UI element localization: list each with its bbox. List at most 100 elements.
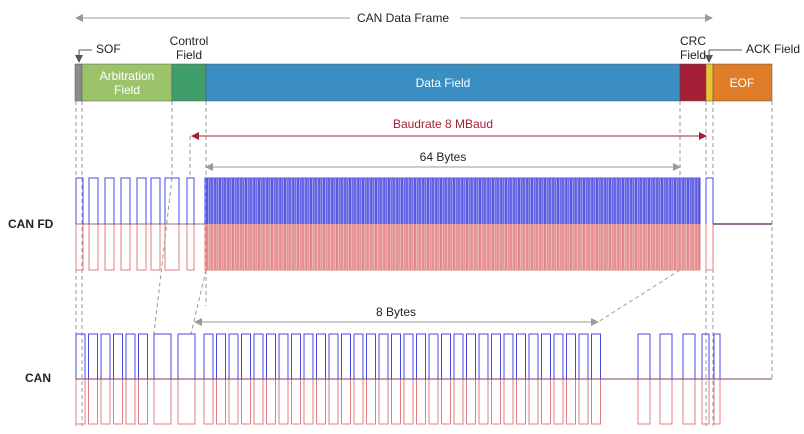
can-bit-high-1 bbox=[88, 333, 98, 379]
guide-slant-4 bbox=[597, 269, 681, 323]
data-segment bbox=[205, 63, 681, 102]
fd-bytes-span: 64 Bytes bbox=[205, 150, 681, 171]
fd-bit-high-4 bbox=[136, 177, 147, 224]
can-bit-low-22 bbox=[378, 379, 389, 425]
can-bit-low-39 bbox=[591, 379, 601, 425]
can-bit-high-27 bbox=[441, 333, 451, 379]
fd-bit-high-5 bbox=[150, 177, 161, 224]
can-bit-low-36 bbox=[553, 379, 564, 425]
can-bit-high-25 bbox=[416, 333, 426, 379]
guide-slant-3 bbox=[190, 269, 207, 335]
fd-ack-low bbox=[705, 224, 714, 271]
can-bit-low-10 bbox=[228, 379, 239, 425]
fd-bit-low-5 bbox=[150, 224, 161, 271]
can-bit-high-21 bbox=[366, 333, 376, 379]
fd-bit-high-6 bbox=[164, 177, 180, 224]
can-bit-high-41 bbox=[659, 333, 673, 379]
can-bit-low-23 bbox=[391, 379, 401, 425]
fd-bit-high-1 bbox=[88, 177, 99, 224]
can-bit-high-8 bbox=[203, 333, 214, 379]
can-bit-high-15 bbox=[291, 333, 301, 379]
control-label-line2: Field bbox=[176, 48, 202, 62]
fd-bit-high-7 bbox=[186, 177, 195, 224]
can-bit-high-16 bbox=[303, 333, 314, 379]
can-bit-high-26 bbox=[428, 333, 439, 379]
data-field-label: Data Field bbox=[416, 76, 471, 90]
can-bit-low-5 bbox=[138, 379, 148, 425]
can-bytes-span: 8 Bytes bbox=[194, 305, 599, 326]
fd-bit-high-2 bbox=[104, 177, 115, 224]
can-bit-low-15 bbox=[291, 379, 301, 425]
can-bit-high-35 bbox=[541, 333, 551, 379]
can-bit-low-7 bbox=[177, 379, 196, 425]
frame-title: CAN Data Frame bbox=[357, 11, 449, 25]
fd-bit-low-3 bbox=[120, 224, 131, 271]
can-bit-high-9 bbox=[216, 333, 226, 379]
can-bit-low-38 bbox=[578, 379, 589, 425]
arbitration-segment bbox=[81, 63, 173, 102]
can-bit-high-2 bbox=[100, 333, 111, 379]
can-bit-high-11 bbox=[241, 333, 251, 379]
can-bit-low-21 bbox=[366, 379, 376, 425]
arbitration-label-line2: Field bbox=[114, 83, 140, 97]
can-waveform bbox=[75, 333, 772, 425]
can-bit-high-12 bbox=[253, 333, 264, 379]
crc-label-line1: CRC bbox=[680, 34, 706, 48]
can-bit-high-36 bbox=[553, 333, 564, 379]
can-bit-high-33 bbox=[516, 333, 526, 379]
can-bit-high-43 bbox=[701, 333, 710, 379]
can-bit-low-32 bbox=[503, 379, 514, 425]
can-bit-low-6 bbox=[153, 379, 172, 425]
can-bit-low-40 bbox=[637, 379, 651, 425]
can-bit-low-42 bbox=[682, 379, 696, 425]
can-bit-high-30 bbox=[478, 333, 489, 379]
crc-label-line2: Field bbox=[680, 48, 706, 62]
can-bit-high-32 bbox=[503, 333, 514, 379]
field-bar: Arbitration Field Data Field EOF SOF Con… bbox=[74, 34, 800, 102]
can-bit-low-27 bbox=[441, 379, 451, 425]
can-bit-low-26 bbox=[428, 379, 439, 425]
canfd-waveform bbox=[75, 177, 772, 271]
can-bit-high-39 bbox=[591, 333, 601, 379]
can-bit-low-25 bbox=[416, 379, 426, 425]
can-bit-high-29 bbox=[466, 333, 476, 379]
can-bit-high-28 bbox=[453, 333, 464, 379]
control-label-line1: Control bbox=[170, 34, 209, 48]
can-bit-high-44 bbox=[713, 333, 721, 379]
can-bit-high-20 bbox=[353, 333, 364, 379]
can-bit-low-12 bbox=[253, 379, 264, 425]
can-bit-low-11 bbox=[241, 379, 251, 425]
can-bit-high-40 bbox=[637, 333, 651, 379]
can-bit-high-4 bbox=[125, 333, 136, 379]
can-bit-high-7 bbox=[177, 333, 196, 379]
can-bit-low-33 bbox=[516, 379, 526, 425]
can-bit-low-1 bbox=[88, 379, 98, 425]
fd-bit-low-6 bbox=[164, 224, 180, 271]
eof-segment bbox=[712, 63, 773, 102]
can-bit-high-10 bbox=[228, 333, 239, 379]
can-bit-low-17 bbox=[316, 379, 326, 425]
can-bit-high-13 bbox=[266, 333, 276, 379]
frame-span: CAN Data Frame bbox=[75, 9, 713, 27]
can-bit-high-34 bbox=[528, 333, 539, 379]
fd-bit-high-0 bbox=[75, 177, 84, 224]
can-bit-low-13 bbox=[266, 379, 276, 425]
can-bit-high-18 bbox=[328, 333, 339, 379]
fd-bit-low-7 bbox=[186, 224, 195, 271]
can-bit-low-20 bbox=[353, 379, 364, 425]
can-bit-low-31 bbox=[491, 379, 501, 425]
can-bit-low-37 bbox=[566, 379, 576, 425]
sof-label: SOF bbox=[96, 42, 121, 56]
can-bit-low-14 bbox=[278, 379, 289, 425]
can-bit-low-8 bbox=[203, 379, 214, 425]
can-bit-high-42 bbox=[682, 333, 696, 379]
fd-bit-high-3 bbox=[120, 177, 131, 224]
can-bit-low-44 bbox=[713, 379, 721, 425]
can-bit-high-24 bbox=[403, 333, 414, 379]
sof-segment bbox=[74, 63, 83, 102]
can-bit-high-6 bbox=[153, 333, 172, 379]
can-bit-high-17 bbox=[316, 333, 326, 379]
fd-bytes-label: 64 Bytes bbox=[420, 150, 467, 164]
crc-segment bbox=[679, 63, 707, 102]
